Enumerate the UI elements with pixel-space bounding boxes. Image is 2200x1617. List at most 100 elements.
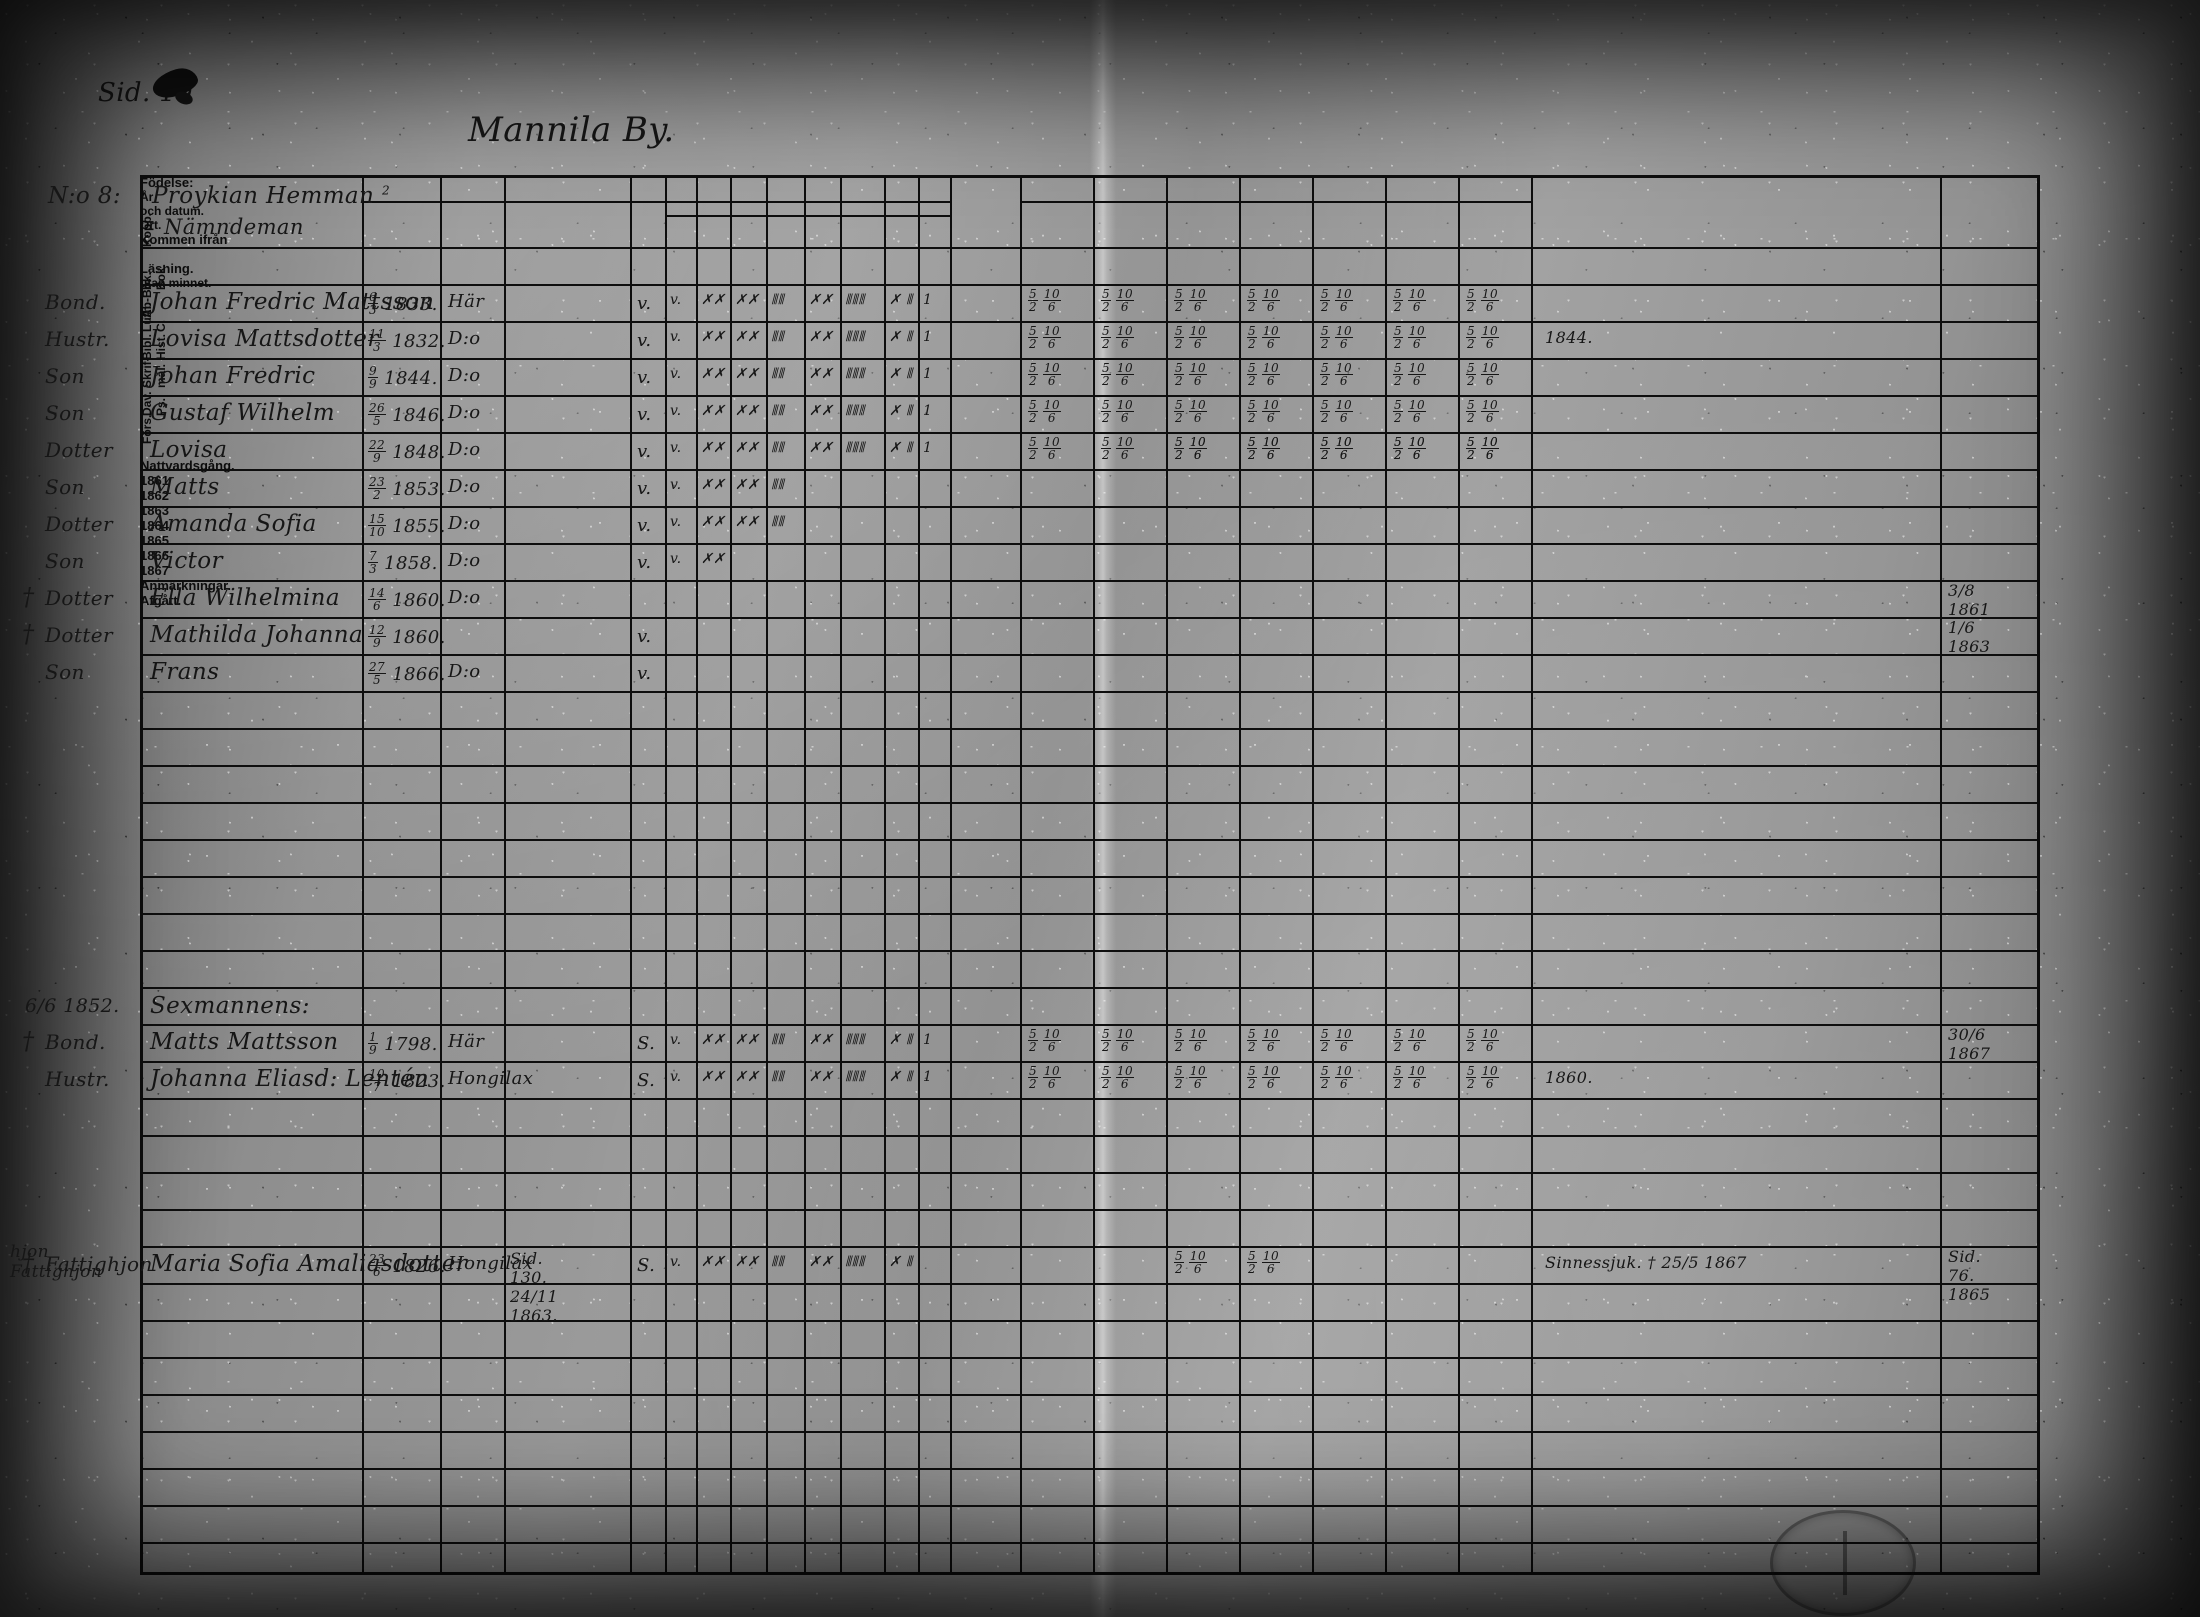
household-8-reading-mark-5-5: ⦀⦀⦀ — [845, 440, 865, 456]
household-8-reading-mark-2-4: ✗✗ — [809, 329, 834, 345]
household-8-birthplace-8: D:o — [448, 550, 481, 571]
sexmannen-estate-name: Sexmannens: — [150, 993, 310, 1019]
household-8-reading-mark-2-5: ⦀⦀⦀ — [845, 329, 865, 345]
household-sexmannen-reading-mark-21-3: ⦀⦀ — [771, 1032, 785, 1048]
row-rule-10 — [140, 617, 2040, 619]
col-divider-15 — [1531, 175, 1533, 1575]
household-8-relation-5: Dotter — [45, 438, 113, 462]
household-8-birthdate-4: 26 5 1846. — [368, 401, 446, 428]
sexmannen-date-note: 6/6 1852. — [25, 995, 120, 1017]
household-8-reading-mark-2-2: ✗✗ — [735, 329, 760, 345]
col-divider-12 — [950, 175, 952, 1575]
household-8-relation-1: Bond. — [45, 290, 106, 314]
household-sexmannen-reading-mark-22-1: ✗✗ — [701, 1069, 726, 1085]
row-rule-2 — [140, 321, 2040, 323]
household-8-reading-mark-3-7: 1 — [923, 366, 933, 382]
household-8-reading-mark-3-4: ✗✗ — [809, 366, 834, 382]
household-8-reading-mark-7-2: ✗✗ — [735, 514, 760, 530]
household-8-birthdate-5: 22 9 1848. — [368, 438, 446, 465]
household-8-departed-9: 3/8 1861 — [1948, 581, 1991, 619]
row-rule-23 — [140, 1098, 2040, 1100]
household-8-reading-mark-8-1: ✗✗ — [701, 551, 726, 567]
household-sexmannen-reading-mark-22-5: ⦀⦀⦀ — [845, 1069, 865, 1085]
household-sexmannen-reading-mark-22-2: ✗✗ — [735, 1069, 760, 1085]
household-sexmannen-reading-mark-27-5: ⦀⦀⦀ — [845, 1254, 865, 1270]
household-8-reading-mark-2-6: ✗ ⦀ — [889, 329, 913, 345]
household-8-reading-mark-6-0: v. — [670, 477, 682, 493]
household-sexmannen-reading-mark-21-6: ✗ ⦀ — [889, 1032, 913, 1048]
household-sexmannen-relation-27: Fattighjon — [45, 1252, 153, 1276]
household-8-reading-mark-4-7: 1 — [923, 403, 933, 419]
communion-year-divider-5 — [1385, 175, 1387, 1575]
household-sexmannen-reading-mark-22-4: ✗✗ — [809, 1069, 834, 1085]
household-8-reading-mark-4-0: v. — [670, 403, 682, 419]
household-8-reading-mark-5-6: ✗ ⦀ — [889, 440, 913, 456]
row-rule-6 — [140, 469, 2040, 471]
household-8-vaccination-4: v. — [637, 404, 652, 425]
household-sexmannen-birthdate-27: 23 6 1826. — [368, 1252, 446, 1279]
header-birth-year: År och datum. — [140, 190, 205, 218]
household-sexmannen-vaccination-21: S. — [637, 1033, 656, 1054]
household-sexmannen-departed-27: Sid. 76. 1865 — [1948, 1247, 1991, 1304]
household-8-reading-mark-1-3: ⦀⦀ — [771, 292, 785, 308]
household-8-reading-mark-7-3: ⦀⦀ — [771, 514, 785, 530]
header-reading-group: Läsning. — [140, 261, 194, 276]
row-rule-3 — [140, 358, 2040, 360]
household-sexmannen-reading-mark-21-2: ✗✗ — [735, 1032, 760, 1048]
header-reading-sub: utan minnet. — [140, 276, 212, 290]
table-right-border — [2037, 175, 2040, 1575]
household-8-dagger-9: † — [22, 583, 35, 611]
household-8-reading-mark-7-0: v. — [670, 514, 682, 530]
household-sexmannen-birthplace-22: Hongilax — [448, 1068, 534, 1089]
household-8-reading-mark-3-6: ✗ ⦀ — [889, 366, 913, 382]
household-8-name-7: Amanda Sofia — [150, 511, 317, 537]
household-8-name-5: Lovisa — [150, 437, 228, 463]
row-rule-29 — [140, 1320, 2040, 1322]
household-8-relation-2: Hustr. — [45, 327, 110, 351]
household-8-relation-4: Son — [45, 401, 85, 425]
household-sexmannen-remark-22: 1860. — [1545, 1068, 1593, 1087]
row-rule-34 — [140, 1505, 2040, 1507]
col-divider-11 — [918, 175, 920, 1575]
household-sexmannen-reading-mark-21-7: 1 — [923, 1032, 933, 1048]
household-sexmannen-reading-mark-27-0: v. — [670, 1254, 682, 1270]
household-sexmannen-reading-mark-27-3: ⦀⦀ — [771, 1254, 785, 1270]
household-8-name-4: Gustaf Wilhelm — [150, 400, 335, 426]
household-sexmannen-relation-22: Hustr. — [45, 1067, 110, 1091]
household-8-reading-mark-4-1: ✗✗ — [701, 403, 726, 419]
col-divider-0 — [362, 175, 364, 1575]
header-departed: Afgått. — [140, 593, 182, 608]
col-divider-10 — [884, 175, 886, 1575]
household-8-vaccination-5: v. — [637, 441, 652, 462]
household-sexmannen-vaccination-22: S. — [637, 1070, 656, 1091]
row-rule-0 — [140, 247, 2040, 249]
header-birth-place: Ort. — [140, 218, 162, 232]
household-8-birthplace-7: D:o — [448, 513, 481, 534]
household-8-vaccination-6: v. — [637, 478, 652, 499]
header-communion-year-3: 1864 — [140, 518, 169, 533]
household-8-birthplace-11: D:o — [448, 661, 481, 682]
household-8-reading-mark-5-1: ✗✗ — [701, 440, 726, 456]
household-8-reading-mark-3-2: ✗✗ — [735, 366, 760, 382]
table-left-border — [140, 175, 143, 1575]
household-8-reading-mark-7-1: ✗✗ — [701, 514, 726, 530]
household-8-reading-mark-1-0: v. — [670, 292, 682, 308]
header-communion-year-1: 1862 — [140, 488, 169, 503]
